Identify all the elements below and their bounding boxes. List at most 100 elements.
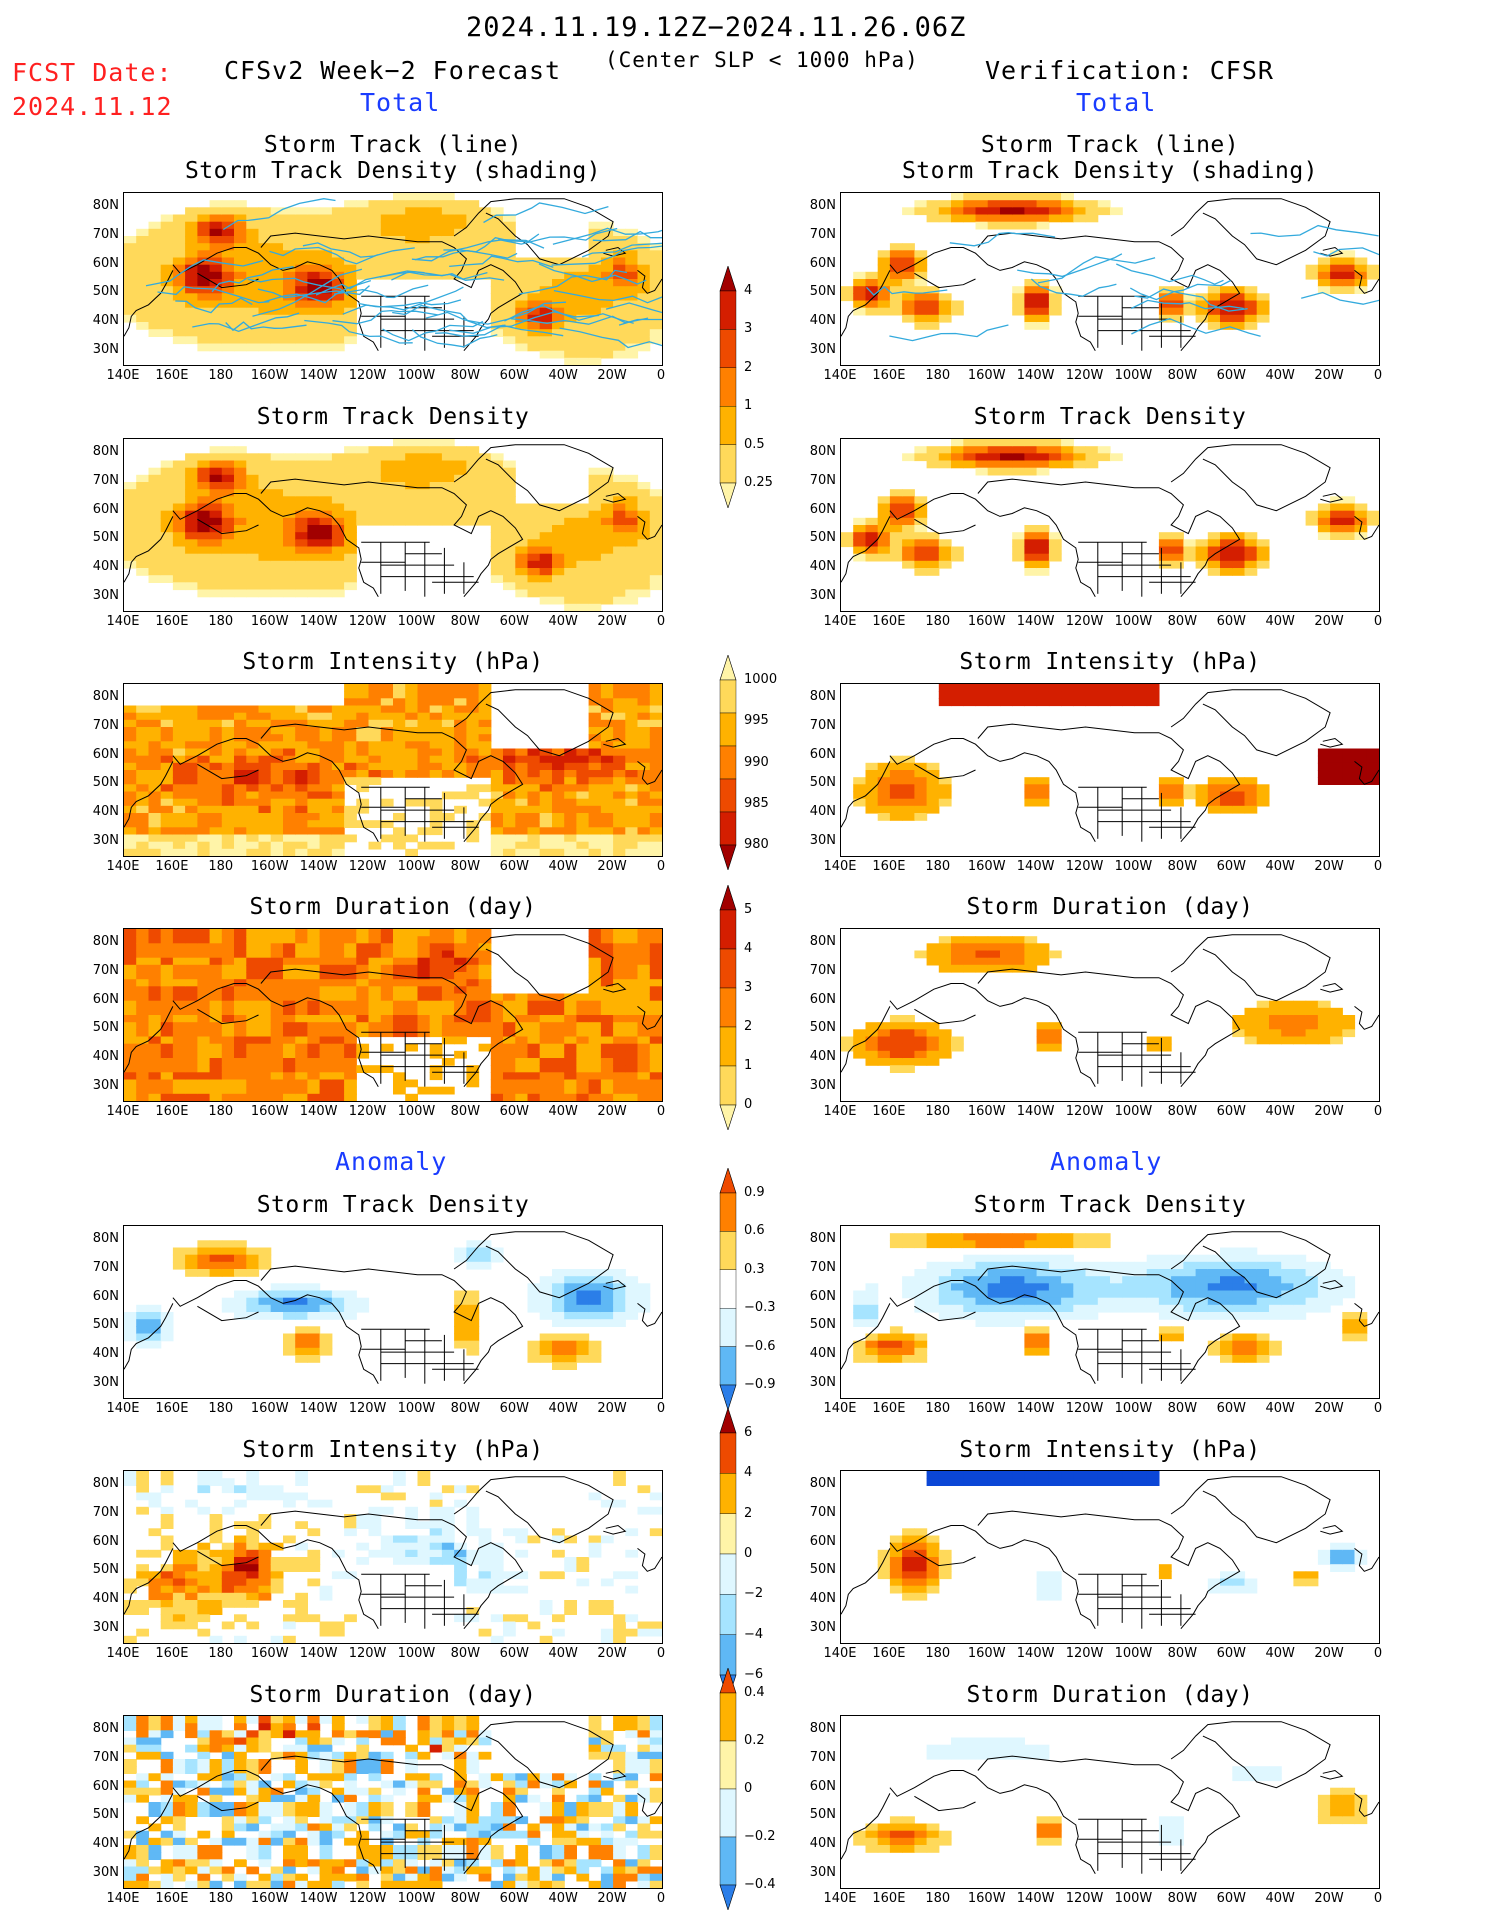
- lon-tick-label: 140W: [299, 1891, 338, 1906]
- lat-tick-label: 50N: [92, 1807, 119, 1823]
- lon-tick-label: 160E: [155, 1891, 189, 1906]
- map-panel-4-forecast: [123, 928, 663, 1102]
- lat-tick-label: 30N: [809, 1077, 836, 1093]
- lon-tick-label: 120W: [348, 368, 387, 383]
- lon-tick-label: 100W: [397, 1646, 436, 1661]
- lat-tick-label: 50N: [809, 1317, 836, 1333]
- coastline: [1170, 1476, 1331, 1544]
- coastline: [172, 983, 379, 1087]
- p1-left-title-1: Storm Track (line): [263, 132, 523, 158]
- lat-tick-label: 50N: [92, 775, 119, 791]
- lon-tick-label: 140E: [823, 1891, 857, 1906]
- storm-track-line: [483, 202, 609, 224]
- colorbar-tick-label: 3: [744, 321, 753, 337]
- p1-left-title-2: Storm Track Density (shading): [184, 158, 602, 184]
- lat-tick-label: 40N: [809, 804, 836, 819]
- map-shading: [841, 1721, 1379, 1875]
- colorbar-tick-label: 4: [744, 1465, 753, 1481]
- lon-tick-label: 160W: [250, 1401, 289, 1416]
- coastline: [1320, 1769, 1344, 1780]
- lat-tick-label: 60N: [92, 501, 119, 517]
- lat-tick-label: 30N: [809, 832, 836, 848]
- lon-tick-label: 0: [1373, 1891, 1383, 1906]
- storm-track-line: [949, 232, 1056, 247]
- storm-track-line: [1313, 247, 1379, 257]
- map-panel-1-verification: [840, 192, 1380, 366]
- coastline: [1320, 982, 1344, 993]
- coastline: [172, 1770, 379, 1874]
- storm-track-line: [411, 329, 498, 348]
- p1-right-title-2: Storm Track Density (shading): [901, 158, 1319, 184]
- colorbar-tick-label: −0.3: [744, 1300, 776, 1316]
- lat-tick-label: 50N: [809, 530, 836, 546]
- storm-track-line: [1130, 299, 1244, 310]
- lat-tick-label: 50N: [809, 284, 836, 300]
- coastline: [603, 982, 627, 993]
- lat-tick-label: 40N: [809, 1049, 836, 1064]
- lon-tick-label: 20W: [597, 1646, 627, 1661]
- lon-tick-label: 80W: [1167, 368, 1198, 383]
- colorbar-tick-label: 1: [744, 398, 753, 414]
- lon-tick-label: 0: [656, 1891, 666, 1906]
- colorbar-tick-label: −0.2: [744, 1829, 776, 1844]
- storm-track-line: [449, 311, 599, 334]
- colorbar-tick-label: 980: [744, 837, 769, 852]
- coastline: [124, 1303, 174, 1370]
- lon-tick-label: 0: [1373, 614, 1383, 629]
- lat-tick-label: 30N: [809, 1864, 836, 1880]
- lat-tick-label: 50N: [809, 775, 836, 791]
- lon-tick-label: 120W: [1065, 1646, 1104, 1661]
- coastline: [603, 1524, 627, 1535]
- lon-tick-label: 20W: [597, 614, 627, 629]
- lon-tick-label: 80W: [450, 1104, 481, 1119]
- lon-tick-label: 140E: [106, 859, 140, 874]
- lon-tick-label: 180: [208, 368, 234, 383]
- lat-tick-label: 60N: [809, 1533, 836, 1549]
- coastline: [1354, 1303, 1379, 1327]
- lon-tick-label: 140E: [106, 1401, 140, 1416]
- lon-tick-label: 60W: [499, 1646, 529, 1661]
- lon-tick-label: 20W: [1314, 1891, 1344, 1906]
- lat-tick-label: 80N: [92, 1476, 119, 1492]
- coastline: [914, 1305, 976, 1322]
- storm-track-line: [145, 259, 264, 287]
- lon-tick-label: 0: [656, 368, 666, 383]
- colorbar-tick-label: 2: [744, 359, 753, 375]
- lon-tick-label: 160E: [155, 1104, 189, 1119]
- lon-tick-label: 120W: [1065, 368, 1104, 383]
- storm-track-line: [538, 263, 647, 285]
- storm-track-line: [1301, 291, 1379, 305]
- map-shading: [124, 193, 662, 365]
- colorbar-tick-label: 1000: [744, 672, 778, 687]
- coastline: [1170, 198, 1331, 266]
- lat-tick-label: 30N: [809, 341, 836, 357]
- lat-tick-label: 30N: [92, 341, 119, 357]
- lat-tick-label: 70N: [92, 473, 119, 488]
- lon-tick-label: 80W: [1167, 1891, 1198, 1906]
- forecast-label: CFSv2 Week−2 Forecast: [224, 56, 562, 85]
- lat-tick-label: 70N: [809, 718, 836, 733]
- colorbar-tick-label: −6: [744, 1667, 764, 1682]
- colorbar-tick-label: 2: [744, 1019, 753, 1034]
- lon-tick-label: 20W: [597, 1891, 627, 1906]
- lon-tick-label: 120W: [1065, 614, 1104, 629]
- lat-tick-label: 80N: [92, 689, 119, 705]
- lon-tick-label: 180: [208, 1401, 234, 1416]
- lat-tick-label: 40N: [809, 1836, 836, 1851]
- lat-tick-label: 30N: [809, 587, 836, 603]
- lon-tick-label: 80W: [450, 1401, 481, 1416]
- lon-tick-label: 100W: [397, 368, 436, 383]
- lon-tick-label: 20W: [1314, 614, 1344, 629]
- coastline: [889, 1280, 1096, 1384]
- map-shading: [841, 684, 1379, 843]
- colorbar-tick-label: 0.4: [744, 1685, 765, 1700]
- coastline: [1170, 444, 1331, 512]
- lat-tick-label: 40N: [92, 313, 119, 328]
- coastline: [197, 518, 259, 535]
- lon-tick-label: 100W: [397, 859, 436, 874]
- lon-tick-label: 140E: [823, 1646, 857, 1661]
- storm-track-line: [264, 279, 371, 304]
- coastline: [260, 723, 524, 843]
- lon-tick-label: 0: [656, 1104, 666, 1119]
- lon-tick-label: 20W: [1314, 1401, 1344, 1416]
